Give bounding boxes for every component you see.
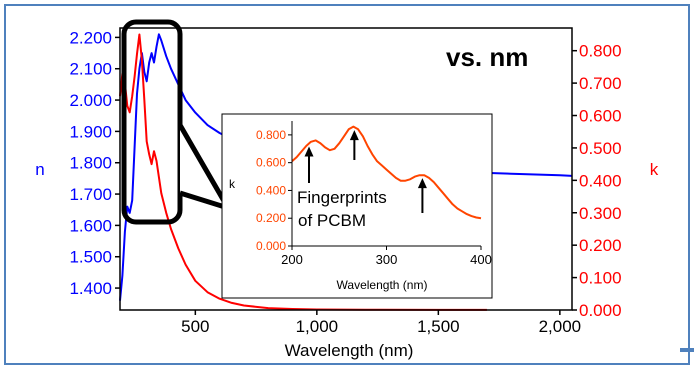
left-y-tick-label: 1.900 [69, 122, 112, 141]
inset-chart: 200 300 400 0.000 0.200 0.400 0.600 0.800 Wave… [221, 113, 493, 299]
left-y-axis-label: n [35, 160, 44, 179]
inset-x-tick-label: 200 [281, 252, 303, 267]
main-left-y-axis: 1.400 1.500 1.600 1.700 1.800 1.900 2.000 2.100… [69, 28, 120, 298]
right-y-tick-label: 0.300 [579, 204, 622, 223]
inset-y-tick-label: 0.400 [256, 183, 286, 197]
inset-y-tick-label: 0.000 [256, 239, 286, 253]
right-y-tick-label: 0.200 [579, 236, 622, 255]
inset-y-tick-label: 0.600 [256, 156, 286, 170]
zoom-region-highlight [121, 19, 183, 225]
inset-panel [221, 113, 493, 299]
left-y-tick-label: 1.500 [69, 248, 112, 267]
series-line-k [119, 33, 487, 311]
inset-y-tick-label: 0.800 [256, 128, 286, 142]
main-chart-title: vs. nm [446, 42, 528, 72]
x-tick-label: 1,500 [417, 317, 460, 336]
annotation-arrow [349, 130, 359, 160]
right-y-axis-label: k [650, 160, 659, 179]
right-y-tick-label: 0.400 [579, 171, 622, 190]
inset-y-axis-label: k [229, 177, 236, 191]
left-y-tick-label: 1.800 [69, 154, 112, 173]
inset-x-axis: 200 300 400 [281, 246, 492, 267]
right-y-tick-label: 0.500 [579, 139, 622, 158]
annotation-arrow [304, 146, 314, 183]
right-y-tick-label: 0.600 [579, 107, 622, 126]
inset-x-axis-label: Wavelength (nm) [337, 278, 428, 292]
inset-y-tick-label: 0.200 [256, 211, 286, 225]
inset-series-line [291, 125, 482, 220]
main-x-axis: 500 1,000 1,500 2,000 [181, 310, 581, 336]
left-y-tick-label: 1.400 [69, 279, 112, 298]
main-plot-border [119, 27, 573, 311]
inset-x-tick-label: 400 [470, 252, 492, 267]
annotation-arrows [304, 130, 427, 213]
annotation-text-line-1: Fingerprints [297, 188, 387, 207]
inset-x-tick-label: 300 [376, 252, 398, 267]
annotation-text-line-2: of PCBM [298, 211, 366, 230]
x-tick-label: 1,000 [296, 317, 339, 336]
right-y-tick-label: 0.000 [579, 301, 622, 320]
left-y-tick-label: 2.200 [69, 28, 112, 47]
left-y-tick-label: 1.600 [69, 216, 112, 235]
left-y-tick-label: 2.100 [69, 60, 112, 79]
x-tick-label: 2,000 [539, 317, 582, 336]
inset-y-axis: 0.000 0.200 0.400 0.600 0.800 [256, 128, 292, 253]
left-y-tick-label: 2.000 [69, 91, 112, 110]
right-y-tick-label: 0.700 [579, 74, 622, 93]
figure-frame-corner [680, 348, 694, 352]
right-y-tick-label: 0.800 [579, 42, 622, 61]
left-y-tick-label: 1.700 [69, 185, 112, 204]
x-tick-label: 500 [181, 317, 209, 336]
right-y-tick-label: 0.100 [579, 269, 622, 288]
main-x-axis-label: Wavelength (nm) [285, 341, 414, 360]
inset-series-line-k [291, 125, 482, 220]
main-right-y-axis: 0.000 0.100 0.200 0.300 0.400 0.500 0.600 0.700… [572, 42, 622, 320]
annotation-arrow [417, 178, 427, 213]
